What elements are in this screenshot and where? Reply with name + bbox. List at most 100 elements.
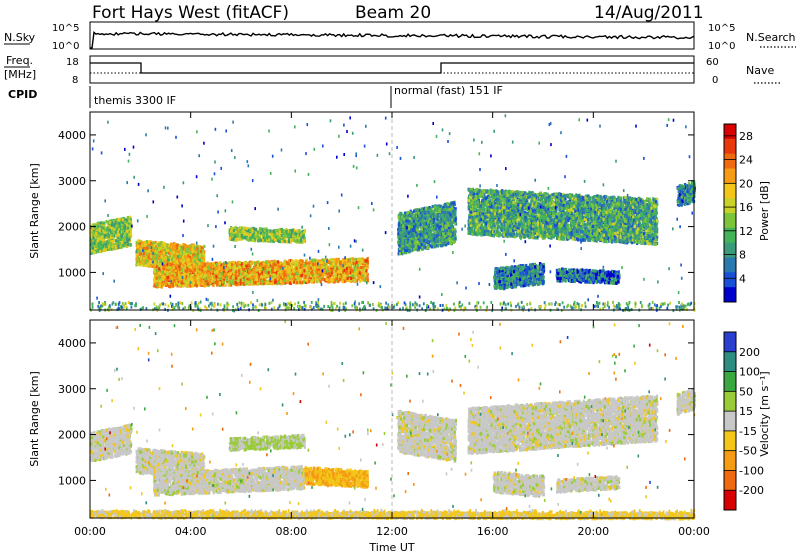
echo-cell xyxy=(105,245,108,249)
echo-cell xyxy=(155,276,158,280)
echo-cell xyxy=(145,244,148,248)
echo-cell xyxy=(102,229,105,233)
echo-cell xyxy=(90,232,93,237)
echo-cell xyxy=(96,231,99,235)
echo-cell xyxy=(127,221,130,226)
echo-cell xyxy=(296,272,299,276)
echo-cell xyxy=(116,224,119,228)
echo-cell xyxy=(120,245,123,249)
echo-cell xyxy=(193,255,196,260)
echo-cell xyxy=(271,269,274,273)
echo-cell xyxy=(171,253,174,257)
echo-cell xyxy=(199,277,202,281)
echo-cell xyxy=(179,255,182,260)
echo-cell xyxy=(281,280,284,284)
echo-cell xyxy=(185,284,188,288)
echo-cell xyxy=(129,230,132,234)
echo-cell xyxy=(207,272,210,276)
echo-cell xyxy=(144,263,148,268)
echo-cell xyxy=(140,252,143,256)
echo-cell xyxy=(110,247,113,251)
echo-cell xyxy=(137,256,140,260)
echo-cell xyxy=(143,240,146,244)
echo-cell xyxy=(97,242,100,246)
echo-cell xyxy=(163,275,166,279)
echo-cell xyxy=(366,265,369,269)
echo-cell xyxy=(254,262,257,266)
echo-cell xyxy=(118,225,121,229)
echo-cell xyxy=(167,251,170,255)
echo-cell xyxy=(106,234,109,238)
echo-cell xyxy=(358,258,361,262)
echo-cell xyxy=(287,270,290,274)
echo-cell xyxy=(211,264,214,268)
echo-cell xyxy=(126,216,129,220)
echo-cell xyxy=(202,256,205,260)
echo-cell xyxy=(307,266,311,270)
echo-cell xyxy=(100,240,103,244)
echo-cell xyxy=(154,248,157,252)
echo-cell xyxy=(113,234,116,238)
echo-cell xyxy=(116,235,120,240)
echo-cell xyxy=(322,265,325,269)
echo-cell xyxy=(184,251,187,255)
echo-cell xyxy=(128,216,131,221)
echo-cell xyxy=(352,261,355,265)
echo-cell xyxy=(161,282,164,286)
echo-cell xyxy=(229,272,232,276)
echo-cell xyxy=(299,260,302,264)
echo-cell xyxy=(193,259,196,263)
echo-cell xyxy=(328,271,331,276)
echo-cell xyxy=(158,241,161,245)
echo-cell xyxy=(236,282,239,286)
echo-cell xyxy=(136,241,139,245)
echo-cell xyxy=(235,270,238,274)
echo-cell xyxy=(189,269,192,273)
echo-cell xyxy=(222,276,225,280)
echo-cell xyxy=(272,262,275,266)
echo-cell xyxy=(321,261,324,265)
echo-cell xyxy=(211,269,214,274)
echo-cell xyxy=(110,219,113,223)
echo-cell xyxy=(102,248,105,252)
cpid-segment-1: normal (fast) 151 IF xyxy=(394,84,503,97)
echo-cell xyxy=(176,255,180,259)
echo-cell xyxy=(156,259,159,263)
echo-cell xyxy=(171,245,174,249)
echo-cell xyxy=(90,239,93,243)
echo-cell xyxy=(331,279,334,283)
echo-cell xyxy=(112,229,115,233)
echo-cell xyxy=(155,242,158,246)
nsky-frame xyxy=(89,21,695,50)
echo-cell xyxy=(159,246,162,250)
echo-cell xyxy=(118,233,121,237)
echo-cell xyxy=(174,243,177,247)
echo-cell xyxy=(146,263,149,268)
echo-cell xyxy=(203,244,206,249)
echo-cell xyxy=(186,252,189,256)
echo-cell xyxy=(161,270,164,275)
echo-cell xyxy=(126,239,129,243)
echo-cell xyxy=(307,272,311,276)
echo-cell xyxy=(164,270,167,274)
echo-cell xyxy=(143,252,146,256)
echo-cell xyxy=(312,266,315,270)
echo-cell xyxy=(299,280,302,284)
echo-cell xyxy=(136,257,139,261)
echo-cell xyxy=(227,264,230,268)
echo-cell xyxy=(330,258,333,262)
nsky-tick-top: 10^5 xyxy=(52,23,79,34)
beam-label: Beam 20 xyxy=(355,3,431,23)
echo-cell xyxy=(188,250,192,254)
echo-cell xyxy=(190,250,193,255)
echo-cell xyxy=(127,228,130,232)
freq-tick-top: 18 xyxy=(66,57,79,68)
echo-cell xyxy=(104,236,107,240)
echo-cell xyxy=(168,250,171,254)
echo-cell xyxy=(234,281,237,285)
echo-cell xyxy=(184,245,187,249)
echo-cell xyxy=(90,242,94,246)
echo-cell xyxy=(172,276,175,280)
echo-cell xyxy=(182,243,185,247)
echo-cell xyxy=(194,283,197,287)
